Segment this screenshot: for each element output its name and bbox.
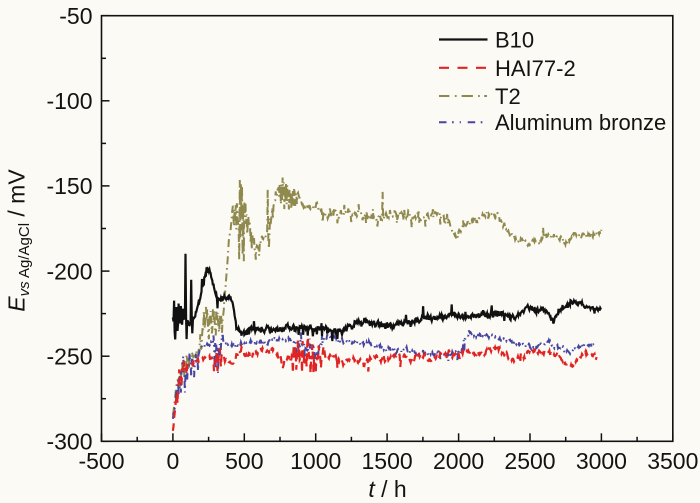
svg-text:0: 0: [167, 448, 180, 474]
svg-text:1500: 1500: [362, 448, 413, 474]
svg-text:500: 500: [225, 448, 263, 474]
svg-text:Aluminum bronze: Aluminum bronze: [495, 110, 666, 135]
svg-text:-300: -300: [46, 429, 92, 455]
svg-text:3500: 3500: [647, 448, 698, 474]
svg-text:2000: 2000: [433, 448, 484, 474]
svg-text:-200: -200: [46, 258, 92, 284]
svg-text:HAI77-2: HAI77-2: [495, 56, 576, 81]
svg-text:T2: T2: [495, 84, 521, 109]
svg-text:3000: 3000: [576, 448, 627, 474]
svg-text:-50: -50: [59, 3, 92, 29]
svg-text:-500: -500: [78, 448, 124, 474]
svg-text:2500: 2500: [504, 448, 555, 474]
svg-text:B10: B10: [495, 28, 534, 53]
svg-text:-250: -250: [46, 343, 92, 369]
svg-text:Evs Ag/AgCl / mV: Evs Ag/AgCl / mV: [4, 169, 34, 312]
svg-text:-150: -150: [46, 173, 92, 199]
svg-text:1000: 1000: [290, 448, 341, 474]
svg-text:-100: -100: [46, 88, 92, 114]
svg-text:t / h: t / h: [368, 476, 406, 502]
